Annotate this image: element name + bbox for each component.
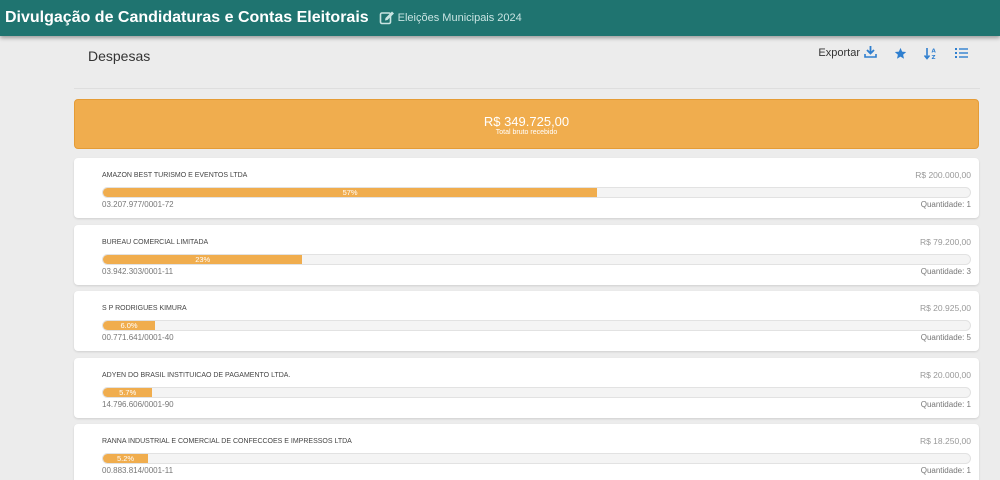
supplier-name: BUREAU COMERCIAL LIMITADA: [102, 239, 209, 246]
supplier-document: 03.207.977/0001-72: [102, 200, 174, 209]
supplier-amount: R$ 79.200,00: [919, 237, 971, 247]
supplier-amount: R$ 200.000,00: [915, 170, 971, 180]
progress-fill: 5.2%: [103, 454, 149, 463]
supplier-name: AMAZON BEST TURISMO E EVENTOS LTDA: [102, 172, 248, 179]
toolbar: Exportar A Z: [818, 44, 968, 62]
supplier-document: 00.771.641/0001-40: [102, 333, 174, 342]
sort-az-icon[interactable]: A Z: [924, 47, 938, 60]
supplier-card[interactable]: RANNA INDUSTRIAL E COMERCIAL DE CONFECCO…: [74, 424, 979, 480]
supplier-document: 00.883.814/0001-11: [102, 466, 174, 475]
election-label[interactable]: Eleições Municipais 2024: [397, 12, 522, 24]
total-value: R$ 349.725,00: [483, 114, 570, 129]
supplier-quantity: Quantidade: 1: [920, 200, 971, 209]
export-button[interactable]: Exportar: [818, 45, 877, 61]
supplier-amount: R$ 20.000,00: [919, 370, 971, 380]
progress-fill: 57%: [103, 188, 598, 197]
total-label: Total bruto recebido: [495, 129, 558, 136]
progress-fill: 6.0%: [103, 321, 156, 330]
supplier-quantity: Quantidade: 1: [920, 400, 971, 409]
supplier-document: 03.942.303/0001-11: [102, 267, 174, 276]
supplier-card[interactable]: BUREAU COMERCIAL LIMITADA R$ 79.200,00 2…: [74, 225, 979, 285]
export-label: Exportar: [818, 47, 860, 59]
app-title: Divulgação de Candidaturas e Contas Elei…: [5, 9, 369, 26]
edit-icon[interactable]: [379, 10, 395, 26]
total-card: R$ 349.725,00 Total bruto recebido: [74, 99, 979, 149]
star-icon[interactable]: [894, 47, 907, 60]
supplier-amount: R$ 20.925,00: [919, 303, 971, 313]
progress-track: 6.0%: [102, 320, 971, 331]
progress-fill: 5.7%: [103, 388, 153, 397]
svg-text:A: A: [932, 48, 937, 54]
download-icon: [864, 45, 877, 61]
svg-text:Z: Z: [932, 55, 936, 60]
supplier-name: S P RODRIGUES KIMURA: [102, 305, 187, 312]
progress-track: 5.7%: [102, 387, 971, 398]
progress-track: 57%: [102, 187, 971, 198]
progress-track: 23%: [102, 254, 971, 265]
top-bar: Divulgação de Candidaturas e Contas Elei…: [0, 0, 1000, 36]
supplier-card[interactable]: ADYEN DO BRASIL INSTITUICAO DE PAGAMENTO…: [74, 358, 979, 418]
divider: [74, 88, 980, 89]
supplier-quantity: Quantidade: 3: [920, 267, 971, 276]
supplier-name: RANNA INDUSTRIAL E COMERCIAL DE CONFECCO…: [102, 438, 352, 445]
supplier-name: ADYEN DO BRASIL INSTITUICAO DE PAGAMENTO…: [102, 372, 291, 379]
supplier-card[interactable]: AMAZON BEST TURISMO E EVENTOS LTDA R$ 20…: [74, 158, 979, 218]
page-title: Despesas: [88, 48, 151, 64]
progress-track: 5.2%: [102, 453, 971, 464]
supplier-quantity: Quantidade: 5: [920, 333, 971, 342]
progress-fill: 23%: [103, 255, 303, 264]
supplier-amount: R$ 18.250,00: [919, 436, 971, 446]
supplier-card[interactable]: S P RODRIGUES KIMURA R$ 20.925,00 6.0% 0…: [74, 291, 979, 351]
list-icon[interactable]: [955, 47, 968, 59]
supplier-quantity: Quantidade: 1: [920, 466, 971, 475]
supplier-document: 14.796.606/0001-90: [102, 400, 174, 409]
